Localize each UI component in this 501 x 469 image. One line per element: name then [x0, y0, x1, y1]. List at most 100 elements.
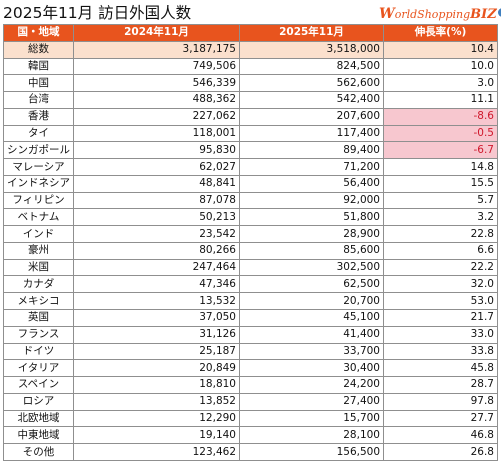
value-2024-cell: 48,841 [73, 174, 240, 193]
value-2024-cell: 13,532 [73, 292, 240, 311]
growth-cell: 5.7 [383, 191, 498, 210]
value-2025-cell: 27,400 [239, 392, 384, 411]
growth-cell: 15.5 [383, 174, 498, 193]
value-2024-cell: 227,062 [73, 107, 240, 126]
table-row: イタリア 20,849 30,400 45.8 [3, 359, 498, 378]
value-2025-cell: 156,500 [239, 443, 384, 461]
value-2025-cell: 3,518,000 [239, 40, 384, 59]
value-2024-cell: 13,852 [73, 392, 240, 411]
growth-cell: 10.0 [383, 57, 498, 76]
value-2024-cell: 20,849 [73, 359, 240, 378]
header-country: 国・地域 [3, 24, 74, 42]
country-cell: 台湾 [3, 91, 74, 109]
growth-cell: 33.8 [383, 342, 498, 361]
value-2024-cell: 546,339 [73, 74, 240, 93]
country-cell: シンガポール [3, 141, 74, 160]
country-cell: 中国 [3, 74, 74, 93]
growth-cell: -6.7 [383, 141, 498, 160]
value-2025-cell: 30,400 [239, 359, 384, 378]
value-2024-cell: 123,462 [73, 443, 240, 461]
value-2025-cell: 85,600 [239, 241, 384, 260]
country-cell: 韓国 [3, 57, 74, 76]
table-row: その他 123,462 156,500 26.8 [3, 443, 498, 461]
country-cell: 中東地域 [3, 426, 74, 445]
country-cell: メキシコ [3, 292, 74, 311]
value-2024-cell: 18,810 [73, 376, 240, 394]
value-2025-cell: 302,500 [239, 258, 384, 277]
country-cell: 豪州 [3, 241, 74, 260]
table-row: メキシコ 13,532 20,700 53.0 [3, 292, 498, 311]
value-2025-cell: 89,400 [239, 141, 384, 160]
value-2025-cell: 62,500 [239, 275, 384, 294]
value-2025-cell: 24,200 [239, 376, 384, 394]
growth-cell: 45.8 [383, 359, 498, 378]
table-row: タイ 118,001 117,400 -0.5 [3, 124, 498, 143]
header-growth: 伸長率(%) [383, 24, 498, 42]
table-row: シンガポール 95,830 89,400 -6.7 [3, 141, 498, 160]
table-row: カナダ 47,346 62,500 32.0 [3, 275, 498, 294]
table-row: インド 23,542 28,900 22.8 [3, 225, 498, 243]
country-cell: 香港 [3, 107, 74, 126]
table-row: 韓国 749,506 824,500 10.0 [3, 57, 498, 76]
value-2025-cell: 20,700 [239, 292, 384, 311]
value-2024-cell: 31,126 [73, 325, 240, 344]
growth-cell: 21.7 [383, 309, 498, 327]
country-cell: 英国 [3, 309, 74, 327]
value-2024-cell: 118,001 [73, 124, 240, 143]
country-cell: 総数 [3, 40, 74, 59]
country-cell: インド [3, 225, 74, 243]
visitor-table: 国・地域 2024年11月 2025年11月 伸長率(%) 総数 3,187,17… [3, 24, 498, 461]
country-cell: カナダ [3, 275, 74, 294]
value-2024-cell: 87,078 [73, 191, 240, 210]
value-2025-cell: 28,100 [239, 426, 384, 445]
growth-cell: -0.5 [383, 124, 498, 143]
value-2025-cell: 45,100 [239, 309, 384, 327]
value-2025-cell: 33,700 [239, 342, 384, 361]
country-cell: スペイン [3, 376, 74, 394]
table-row: 台湾 488,362 542,400 11.1 [3, 91, 498, 109]
growth-cell: -8.6 [383, 107, 498, 126]
country-cell: ロシア [3, 392, 74, 411]
value-2024-cell: 50,213 [73, 208, 240, 227]
logo-text: orldShopping [394, 8, 471, 21]
growth-cell: 28.7 [383, 376, 498, 394]
value-2025-cell: 71,200 [239, 158, 384, 176]
table-row: インドネシア 48,841 56,400 15.5 [3, 174, 498, 193]
logo-letter: W [379, 6, 395, 22]
table-row-total: 総数 3,187,175 3,518,000 10.4 [3, 40, 498, 59]
value-2025-cell: 41,400 [239, 325, 384, 344]
value-2025-cell: 562,600 [239, 74, 384, 93]
table-row: スペイン 18,810 24,200 28.7 [3, 376, 498, 394]
growth-cell: 11.1 [383, 91, 498, 109]
value-2024-cell: 23,542 [73, 225, 240, 243]
table-row: 北欧地域 12,290 15,700 27.7 [3, 409, 498, 428]
value-2024-cell: 37,050 [73, 309, 240, 327]
growth-cell: 6.6 [383, 241, 498, 260]
table-row: フィリピン 87,078 92,000 5.7 [3, 191, 498, 210]
growth-cell: 97.8 [383, 392, 498, 411]
country-cell: 北欧地域 [3, 409, 74, 428]
value-2024-cell: 62,027 [73, 158, 240, 176]
value-2024-cell: 47,346 [73, 275, 240, 294]
table-row: ベトナム 50,213 51,800 3.2 [3, 208, 498, 227]
value-2024-cell: 25,187 [73, 342, 240, 361]
page-title: 2025年11月 訪日外国人数 [3, 4, 192, 22]
growth-cell: 14.8 [383, 158, 498, 176]
value-2024-cell: 12,290 [73, 409, 240, 428]
growth-cell: 27.7 [383, 409, 498, 428]
country-cell: その他 [3, 443, 74, 461]
value-2024-cell: 247,464 [73, 258, 240, 277]
value-2024-cell: 80,266 [73, 241, 240, 260]
table-row: 英国 37,050 45,100 21.7 [3, 309, 498, 327]
table-row: マレーシア 62,027 71,200 14.8 [3, 158, 498, 176]
value-2025-cell: 51,800 [239, 208, 384, 227]
value-2025-cell: 824,500 [239, 57, 384, 76]
growth-cell: 53.0 [383, 292, 498, 311]
growth-cell: 10.4 [383, 40, 498, 59]
brand-logo: WorldShoppingBIZ [379, 2, 501, 24]
value-2025-cell: 207,600 [239, 107, 384, 126]
country-cell: インドネシア [3, 174, 74, 193]
country-cell: タイ [3, 124, 74, 143]
growth-cell: 46.8 [383, 426, 498, 445]
table-row: フランス 31,126 41,400 33.0 [3, 325, 498, 344]
